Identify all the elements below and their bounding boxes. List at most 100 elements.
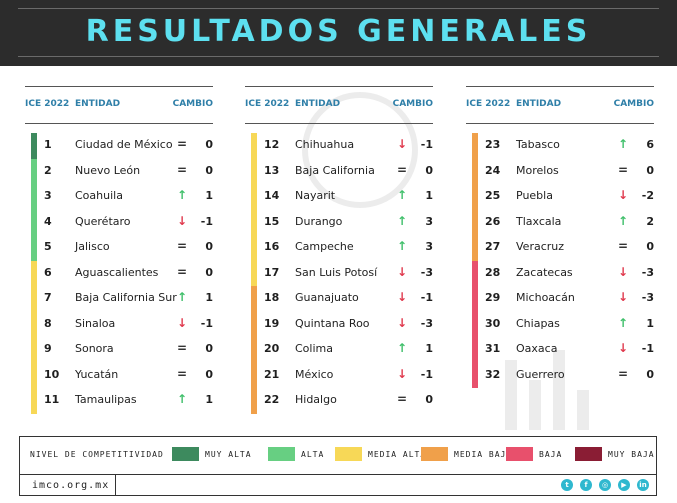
table-row: 3 Coahuila ↑ 1 [25,184,213,210]
arrow-down-icon: ↓ [617,290,629,304]
rank-number: 12 [264,138,280,151]
equal-icon: = [176,366,188,381]
page-title: RESULTADOS GENERALES [85,14,592,49]
header-cambio: CAMBIO [613,99,654,109]
competitiveness-level-bar [31,337,37,363]
ranking-column-3: ICE 2022 ENTIDAD CAMBIO 23 Tabasco ↑ 6 24 Morelo… [466,86,654,388]
legend-label: MEDIA BAJA [454,450,513,459]
header-banner: RESULTADOS GENERALES [0,0,677,66]
state-name: Quintana Roo [295,316,370,330]
arrow-down-icon: ↓ [617,264,629,279]
table-row: 11 Tamaulipas ↑ 1 [25,388,213,414]
change-value: -3 [641,265,654,279]
rank-number: 11 [44,393,60,406]
rank-number: 29 [485,291,501,304]
competitiveness-level-bar [251,311,257,337]
table-row: 15 Durango ↑ 3 [245,209,433,235]
table-row: 18 Guanajuato ↓ -1 [245,286,433,312]
competitiveness-level-bar [472,209,478,235]
competitiveness-level-bar [31,362,37,388]
ranking-list: 1 Ciudad de México = 0 2 Nuevo León = 0 3 Coahuil… [25,133,213,414]
rank-number: 31 [485,342,501,355]
rank-number: 27 [485,240,501,253]
state-name: Tlaxcala [516,214,562,228]
state-name: México [295,367,334,381]
rank-number: 19 [264,316,280,330]
table-row: 19 Quintana Roo ↓ -3 [245,311,433,337]
instagram-icon[interactable]: ◎ [599,479,611,491]
state-name: Coahuila [75,189,123,202]
arrow-up-icon: ↑ [396,188,408,202]
facebook-icon[interactable]: f [580,479,592,491]
equal-icon: = [617,239,629,253]
table-row: 6 Aguascalientes = 0 [25,260,213,286]
table-row: 4 Querétaro ↓ -1 [25,209,213,235]
change-value: 3 [425,214,433,228]
header-entidad: ENTIDAD [295,99,341,109]
table-row: 25 Puebla ↓ -2 [466,184,654,210]
table-row: 13 Baja California = 0 [245,158,433,184]
legend-label: BAJA [539,450,563,459]
twitter-icon[interactable]: t [561,479,573,491]
table-row: 2 Nuevo León = 0 [25,158,213,184]
rank-number: 15 [264,214,280,228]
table-row: 29 Michoacán ↓ -3 [466,286,654,312]
linkedin-icon[interactable]: in [637,479,649,491]
header-top-rule [18,8,659,9]
arrow-down-icon: ↓ [176,315,188,330]
change-value: 1 [425,189,433,202]
equal-icon: = [617,366,629,381]
state-name: Puebla [516,189,553,202]
table-row: 24 Morelos = 0 [466,158,654,184]
state-name: Yucatán [75,367,119,381]
state-name: Veracruz [516,240,565,253]
competitiveness-level-bar [251,388,257,414]
header-ice-2022: ICE 2022 [466,99,511,109]
change-value: 1 [205,393,213,406]
column-header: ICE 2022 ENTIDAD CAMBIO [466,86,654,124]
equal-icon: = [176,162,188,177]
state-name: Sonora [75,342,114,355]
change-value: 0 [205,342,213,355]
ranking-column-2: ICE 2022 ENTIDAD CAMBIO 12 Chihuahua ↓ -1 13 Baj… [245,86,433,414]
rank-number: 17 [264,265,280,279]
header-entidad: ENTIDAD [75,99,121,109]
change-value: -1 [200,214,213,228]
competitiveness-level-bar [472,158,478,184]
youtube-icon[interactable]: ▶ [618,479,630,491]
state-name: Michoacán [516,291,575,304]
competitiveness-level-bar [472,260,478,286]
website-link[interactable]: imco.org.mx [32,480,110,491]
state-name: Aguascalientes [75,265,159,279]
change-value: 0 [205,138,213,151]
change-value: 2 [646,214,654,228]
rank-number: 18 [264,291,280,304]
state-name: Baja California [295,163,375,177]
arrow-up-icon: ↑ [617,315,629,330]
change-value: -1 [420,367,433,381]
arrow-down-icon: ↓ [396,366,408,381]
change-value: 0 [205,265,213,279]
competitiveness-level-bar [472,337,478,363]
legend-title: NIVEL DE COMPETITIVIDAD [30,450,164,459]
legend-swatch [421,447,448,461]
arrow-down-icon: ↓ [617,341,629,355]
equal-icon: = [176,137,188,151]
arrow-down-icon: ↓ [396,137,408,151]
equal-icon: = [176,264,188,279]
rank-number: 22 [264,393,280,406]
ranking-list: 12 Chihuahua ↓ -1 13 Baja California = 0 14 Nayar… [245,133,433,414]
arrow-up-icon: ↑ [396,239,408,253]
state-name: Campeche [295,240,354,253]
change-value: 1 [646,316,654,330]
legend-label: MEDIA ALTA [368,450,427,459]
rank-number: 4 [44,214,52,228]
change-value: -1 [420,291,433,304]
competitiveness-level-bar [31,209,37,235]
change-value: 0 [646,163,654,177]
ranking-column-1: ICE 2022 ENTIDAD CAMBIO 1 Ciudad de México = 0… [25,86,213,414]
legend-swatch [172,447,199,461]
rank-number: 24 [485,163,501,177]
footer-divider [115,474,116,496]
competitiveness-level-bar [472,286,478,312]
